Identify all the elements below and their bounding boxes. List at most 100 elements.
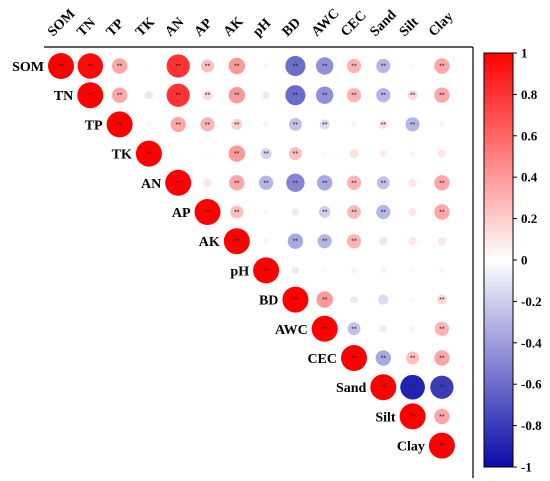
correlation-circle [380, 267, 387, 274]
column-label: SOM [45, 7, 78, 40]
correlation-circle [376, 88, 391, 103]
correlation-circle [194, 199, 221, 225]
row-label: AWC [275, 323, 308, 338]
correlation-circle [263, 238, 270, 245]
correlation-circle [434, 204, 450, 220]
significance-mark: ** [351, 356, 357, 363]
correlation-circle [379, 149, 387, 158]
column-label: TN [75, 15, 99, 39]
correlation-circle [287, 233, 304, 249]
colorbar-tick-label: -0.8 [521, 418, 542, 433]
correlation-circle [434, 175, 450, 191]
correlation-circle [288, 147, 302, 161]
correlation-circle [408, 178, 417, 187]
correlation-circle [318, 206, 331, 218]
correlation-circle [205, 151, 210, 156]
correlation-circle [229, 175, 245, 191]
correlation-circle [166, 54, 190, 78]
correlation-circle [291, 266, 300, 275]
correlation-circle [408, 207, 417, 217]
significance-mark: ** [88, 64, 94, 71]
correlation-circle [77, 82, 104, 109]
correlation-circle [376, 176, 390, 190]
significance-mark: ** [117, 93, 123, 100]
column-label: Silt [397, 15, 422, 40]
significance-mark: ** [58, 64, 64, 71]
significance-mark: ** [175, 93, 181, 100]
column-label: AN [162, 15, 187, 40]
correlation-circle [405, 117, 420, 132]
colorbar-tick-label: 0.4 [521, 170, 538, 185]
significance-mark: ** [322, 122, 328, 129]
significance-mark: ** [263, 180, 269, 187]
correlation-circle [399, 403, 426, 430]
significance-mark: ** [439, 64, 445, 71]
colorbar-tick-label: 0.2 [521, 211, 537, 226]
correlation-circle [111, 87, 128, 103]
significance-mark: ** [410, 385, 416, 392]
significance-mark: ** [381, 93, 387, 100]
significance-mark: ** [205, 93, 211, 100]
correlation-circle [319, 119, 330, 130]
correlation-circle [436, 294, 447, 305]
significance-mark: ** [88, 93, 94, 100]
correlation-circle [147, 64, 151, 68]
correlation-circle [288, 117, 302, 131]
correlation-circle [260, 148, 272, 160]
significance-mark: ** [439, 414, 445, 421]
correlation-circle [346, 175, 362, 190]
significance-mark: ** [381, 122, 387, 129]
correlation-circle [370, 374, 397, 401]
significance-mark: ** [175, 180, 181, 187]
significance-mark: ** [410, 414, 416, 421]
correlation-circle [145, 121, 152, 128]
correlation-circle [378, 119, 388, 129]
significance-mark: ** [293, 239, 299, 246]
column-label: CEC [338, 8, 370, 40]
correlation-circle [317, 175, 333, 191]
row-label: TN [54, 89, 73, 104]
significance-mark: ** [439, 180, 445, 187]
significance-mark: ** [439, 385, 445, 392]
column-label: AP [192, 16, 216, 40]
correlation-circle [253, 257, 280, 284]
significance-mark: ** [234, 64, 240, 71]
significance-mark: ** [322, 93, 328, 100]
correlation-circle [201, 59, 214, 73]
colorbar-tick-label: -0.4 [521, 335, 542, 350]
correlation-circle [434, 58, 450, 74]
significance-mark: ** [234, 210, 240, 217]
correlation-circle [263, 121, 270, 128]
correlation-circle [144, 91, 154, 100]
row-label: Sand [336, 381, 367, 396]
significance-mark: ** [410, 356, 416, 363]
correlation-circle [223, 228, 250, 255]
correlation-circle [262, 91, 270, 99]
correlation-circle [230, 205, 244, 219]
correlation-circle [410, 268, 415, 273]
correlation-circle [409, 150, 416, 157]
significance-mark: ** [234, 122, 240, 129]
significance-mark: ** [351, 239, 357, 246]
correlation-circle [346, 88, 362, 103]
significance-mark: ** [351, 210, 357, 217]
correlation-circle [282, 286, 309, 313]
row-label: AK [199, 235, 220, 250]
correlation-circle [434, 321, 450, 336]
correlation-circle [341, 345, 367, 371]
significance-mark: ** [293, 122, 299, 129]
significance-mark: ** [381, 64, 387, 71]
correlation-circle [228, 145, 246, 162]
column-label: BD [280, 15, 304, 39]
correlation-circle [438, 121, 445, 128]
significance-mark: ** [439, 326, 445, 333]
column-label: pH [250, 16, 274, 40]
correlation-circle [346, 234, 362, 249]
significance-mark: ** [263, 151, 269, 158]
correlation-circle [434, 87, 450, 103]
column-label: Sand [368, 8, 400, 40]
row-label: AN [141, 177, 161, 192]
correlation-circle [349, 149, 359, 159]
correlation-circle [378, 294, 389, 305]
